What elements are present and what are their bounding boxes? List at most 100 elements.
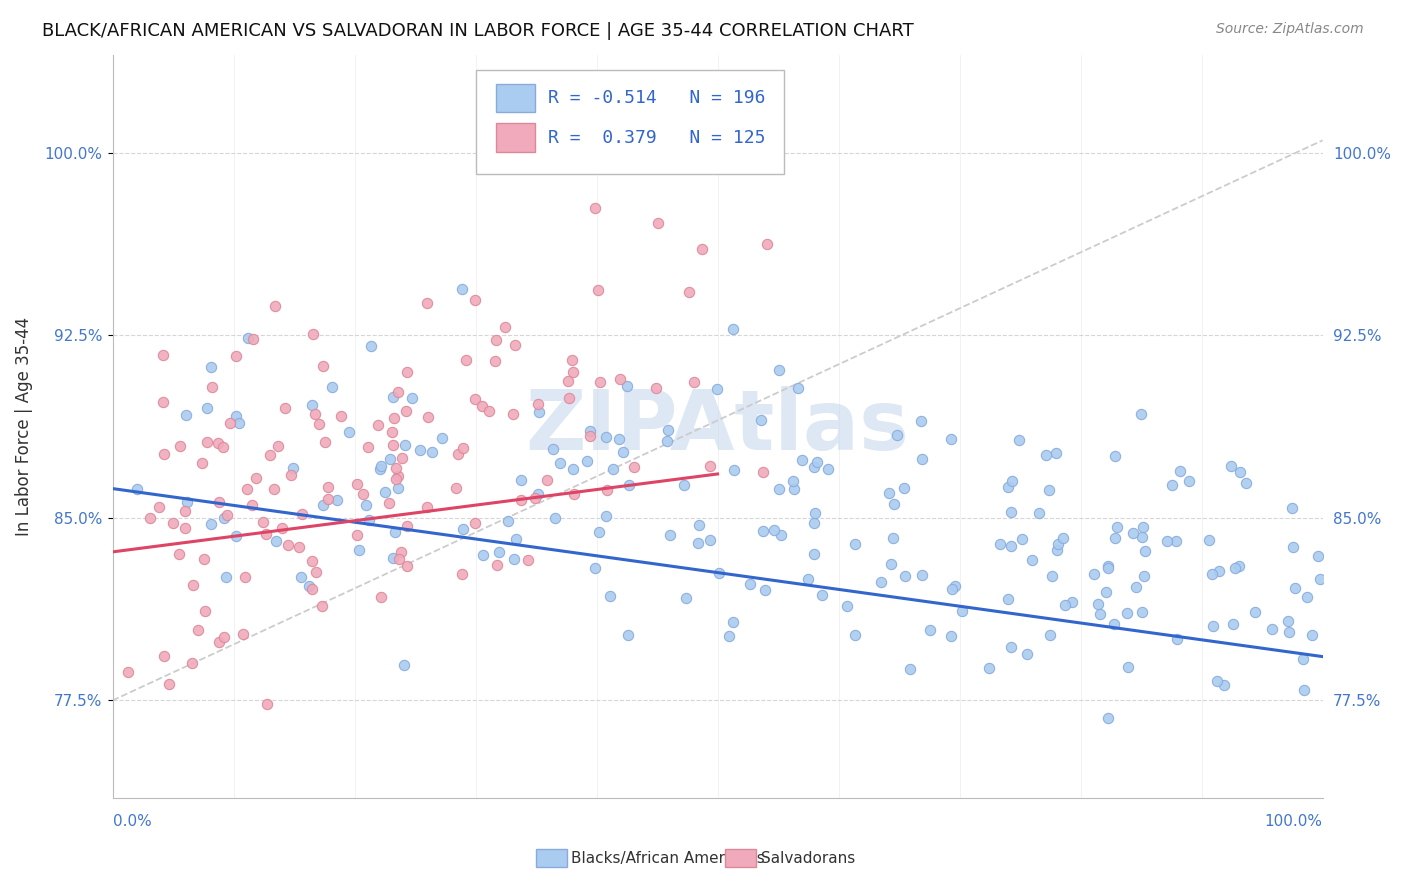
- Point: [1178, 474, 1201, 488]
- Point: [176, 494, 198, 508]
- Point: [803, 460, 825, 475]
- Text: BLACK/AFRICAN AMERICAN VS SALVADORAN IN LABOR FORCE | AGE 35-44 CORRELATION CHAR: BLACK/AFRICAN AMERICAN VS SALVADORAN IN …: [42, 22, 914, 40]
- Point: [494, 320, 516, 334]
- Point: [281, 461, 304, 475]
- Point: [1201, 566, 1223, 581]
- Point: [181, 578, 204, 592]
- Point: [1038, 483, 1060, 497]
- Point: [752, 524, 775, 538]
- Point: [617, 477, 640, 491]
- Point: [387, 469, 409, 483]
- Point: [1133, 568, 1156, 582]
- Point: [644, 381, 666, 395]
- Text: 0.0%: 0.0%: [112, 814, 152, 830]
- Point: [1281, 501, 1303, 516]
- Point: [1097, 558, 1119, 573]
- Point: [768, 363, 790, 377]
- Point: [870, 575, 893, 590]
- Point: [1130, 530, 1153, 544]
- Point: [387, 385, 409, 400]
- Point: [699, 458, 721, 473]
- Point: [817, 462, 839, 476]
- Point: [1008, 433, 1031, 447]
- Point: [527, 486, 550, 500]
- Point: [194, 604, 217, 618]
- Point: [1306, 549, 1329, 563]
- Point: [1291, 651, 1313, 665]
- Point: [617, 628, 640, 642]
- Point: [790, 452, 813, 467]
- Point: [988, 537, 1011, 551]
- Point: [287, 540, 309, 554]
- Point: [723, 463, 745, 477]
- Point: [444, 482, 467, 496]
- Point: [387, 481, 409, 495]
- Point: [657, 424, 679, 438]
- Point: [997, 480, 1019, 494]
- Point: [302, 326, 325, 341]
- Point: [623, 459, 645, 474]
- Point: [1047, 537, 1070, 551]
- Point: [125, 483, 148, 497]
- Point: [1104, 449, 1126, 463]
- Point: [1088, 607, 1111, 622]
- Point: [1017, 647, 1039, 661]
- Point: [228, 417, 250, 431]
- Point: [176, 408, 198, 422]
- Point: [301, 554, 323, 568]
- Point: [1208, 564, 1230, 578]
- Point: [609, 372, 631, 386]
- Point: [910, 452, 932, 467]
- Point: [153, 649, 176, 664]
- Point: [672, 478, 695, 492]
- Point: [1277, 614, 1299, 628]
- Point: [806, 455, 828, 469]
- Point: [503, 551, 526, 566]
- Point: [803, 516, 825, 531]
- Point: [378, 496, 401, 510]
- Point: [1097, 561, 1119, 575]
- Point: [1227, 558, 1250, 573]
- Text: R = -0.514   N = 196: R = -0.514 N = 196: [548, 89, 766, 107]
- Point: [352, 486, 374, 500]
- Point: [486, 558, 509, 572]
- Point: [381, 425, 404, 439]
- Point: [290, 569, 312, 583]
- Point: [502, 407, 524, 421]
- Point: [911, 568, 934, 582]
- Point: [162, 516, 184, 530]
- Point: [447, 446, 470, 460]
- Point: [683, 376, 706, 390]
- Point: [337, 425, 360, 439]
- Point: [1301, 628, 1323, 642]
- Point: [422, 445, 444, 459]
- Point: [509, 473, 531, 487]
- Point: [1000, 540, 1022, 554]
- Point: [173, 504, 195, 518]
- Point: [1198, 533, 1220, 548]
- Point: [583, 561, 606, 575]
- Point: [1129, 407, 1152, 421]
- Point: [308, 417, 330, 431]
- Point: [1223, 560, 1246, 574]
- Point: [384, 460, 406, 475]
- Point: [657, 434, 679, 449]
- Point: [894, 569, 917, 583]
- Point: [517, 553, 540, 567]
- Point: [898, 662, 921, 676]
- Point: [557, 391, 579, 405]
- Point: [225, 529, 247, 543]
- Point: [1000, 505, 1022, 519]
- Point: [304, 566, 326, 580]
- Point: [880, 557, 903, 571]
- Point: [277, 538, 299, 552]
- Point: [1236, 475, 1258, 490]
- Point: [152, 348, 174, 362]
- Point: [454, 353, 477, 368]
- Point: [583, 201, 606, 215]
- Point: [254, 526, 277, 541]
- Point: [755, 236, 778, 251]
- Point: [647, 216, 669, 230]
- Point: [346, 476, 368, 491]
- Point: [173, 521, 195, 535]
